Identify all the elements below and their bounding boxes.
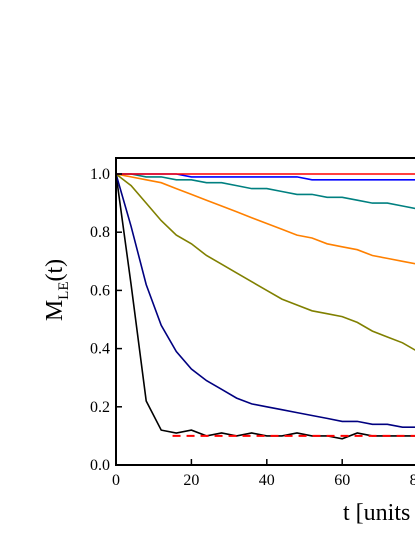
y-tick-label: 0.8 bbox=[90, 224, 110, 241]
plot-frame bbox=[115, 157, 415, 466]
y-tick-label: 0.6 bbox=[90, 282, 110, 299]
y-tick-label: 1.0 bbox=[90, 166, 110, 183]
series-line bbox=[115, 173, 415, 440]
y-axis-label: MLE(t) bbox=[42, 259, 72, 321]
x-tick-label: 20 bbox=[183, 472, 199, 489]
series-line bbox=[115, 173, 415, 351]
y-tick-label: 0.0 bbox=[90, 457, 110, 474]
y-label-main: M bbox=[42, 300, 68, 321]
series-line bbox=[115, 173, 415, 429]
x-tick-label: 0 bbox=[112, 472, 120, 489]
x-tick-label: 40 bbox=[259, 472, 275, 489]
y-label-rest: (t) bbox=[42, 259, 68, 282]
series-line bbox=[116, 173, 415, 210]
x-axis-label: t [units bbox=[343, 500, 410, 526]
x-tick-label: 80 bbox=[410, 472, 415, 489]
series-line bbox=[115, 173, 415, 265]
y-tick-label: 0.2 bbox=[90, 399, 110, 416]
x-tick-label: 60 bbox=[334, 472, 350, 489]
y-label-sub: LE bbox=[56, 281, 72, 299]
y-tick-label: 0.4 bbox=[90, 341, 110, 358]
